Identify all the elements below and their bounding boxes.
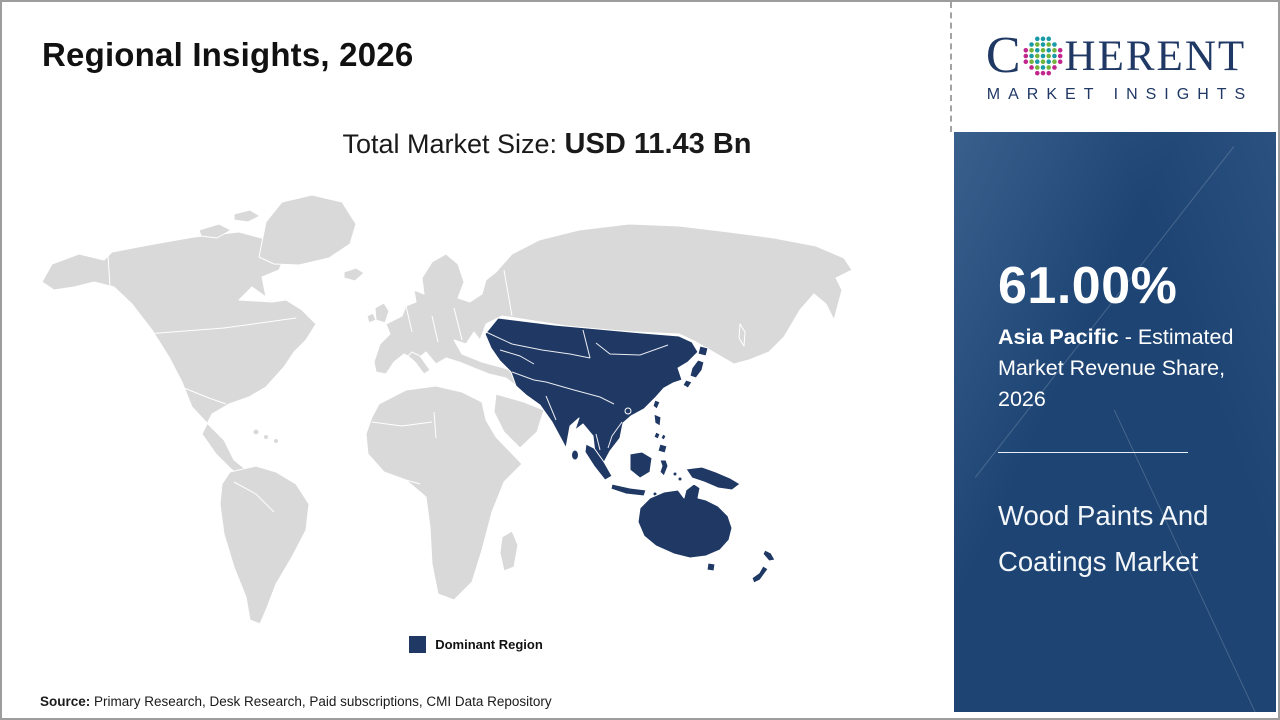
sidebar-content: 61.00% Asia Pacific - Estimated Market R… — [954, 132, 1276, 585]
market-share-value: 61.00% — [998, 257, 1178, 315]
vertical-dashed-divider — [950, 2, 952, 132]
brand-letter-c: C — [985, 27, 1021, 84]
page-title: Regional Insights, 2026 — [42, 36, 414, 73]
dominant-region-label: Dominant Region — [435, 637, 543, 652]
brand-wordmark: C HERENT — [986, 30, 1246, 82]
source-line: Source: Primary Research, Desk Research,… — [40, 694, 552, 709]
dominant-region-swatch — [409, 636, 427, 653]
total-market-size-label: Total Market Size: — [342, 129, 565, 159]
map-legend: Dominant Region — [2, 636, 950, 653]
coherent-globe-icon — [1023, 36, 1063, 76]
sidebar-panel: 61.00% Asia Pacific - Estimated Market R… — [954, 132, 1276, 712]
market-share-desc-rest: - Estimated Market Revenue Share, 2026 — [998, 325, 1234, 412]
total-market-size-value: USD 11.43 Bn — [564, 128, 752, 160]
total-market-size: Total Market Size: USD 11.43 Bn — [102, 128, 992, 161]
source-label: Source: — [40, 694, 91, 709]
world-map — [34, 182, 886, 634]
market-share-region: Asia Pacific — [998, 325, 1119, 349]
brand-letters-rest: HERENT — [1064, 32, 1247, 80]
brand-logo: C HERENT MARKET INSIGHTS — [952, 2, 1278, 132]
source-text: Primary Research, Desk Research, Paid su… — [90, 694, 552, 709]
map-region-asia-pacific — [484, 317, 776, 584]
brand-subtitle: MARKET INSIGHTS — [986, 86, 1254, 103]
panel-divider — [998, 451, 1188, 453]
map-land-gray — [41, 194, 853, 625]
market-share-description: Asia Pacific - Estimated Market Revenue … — [998, 322, 1238, 416]
world-map-svg — [41, 194, 853, 625]
market-name: Wood Paints And Coatings Market — [998, 499, 1209, 577]
